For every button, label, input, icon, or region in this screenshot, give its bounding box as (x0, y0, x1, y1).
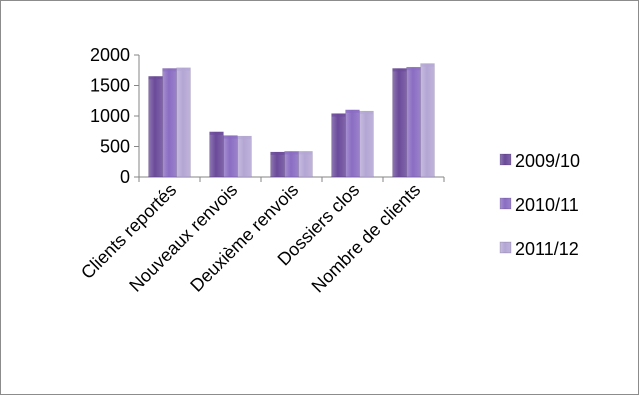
bar (270, 151, 285, 178)
x-tick-label: Deuxième renvois (186, 180, 302, 296)
bar (406, 66, 421, 178)
bar (284, 151, 299, 178)
legend-swatch (499, 197, 512, 210)
legend-label: 2009/10 (515, 151, 580, 171)
legend: 2009/10 2010/11 2011/12 (499, 151, 580, 259)
bar (237, 135, 252, 178)
bar (209, 131, 224, 178)
bar-cap (359, 111, 374, 115)
bar-cap (237, 136, 252, 140)
legend-swatch (499, 241, 512, 254)
bar (345, 109, 360, 178)
y-tick-label: 1500 (90, 76, 130, 96)
bar-cap (148, 76, 163, 80)
legend-swatch (499, 153, 512, 166)
bar-cap (223, 135, 238, 139)
bar-cap (420, 63, 435, 67)
bar (223, 135, 238, 178)
bar-cap (209, 131, 224, 135)
y-tick-label: 0 (120, 167, 130, 187)
legend-label: 2011/12 (515, 239, 579, 259)
bar (298, 151, 313, 178)
bar-cap (298, 151, 313, 155)
bar-cap (331, 113, 346, 117)
y-tick-label: 1000 (90, 106, 130, 126)
legend-label: 2010/11 (515, 195, 579, 215)
bar (359, 110, 374, 178)
bar (420, 63, 435, 178)
bar (331, 113, 346, 178)
bar-cap (162, 68, 177, 72)
bar-cap (176, 67, 191, 71)
bar (162, 68, 177, 178)
bar (176, 67, 191, 178)
bar-cap (345, 109, 360, 113)
bar-cap (392, 68, 407, 72)
bar-cap (406, 67, 421, 71)
y-tick-label: 2000 (90, 45, 130, 65)
bar (148, 76, 163, 178)
x-tick-label: Nouveaux renvois (125, 180, 241, 296)
bar (392, 68, 407, 178)
bars-layer (148, 63, 435, 178)
bar-cap (270, 151, 285, 155)
y-tick-label: 500 (100, 137, 130, 157)
x-tick-label: Nombre de clients (308, 180, 425, 297)
bar-cap (284, 151, 299, 155)
